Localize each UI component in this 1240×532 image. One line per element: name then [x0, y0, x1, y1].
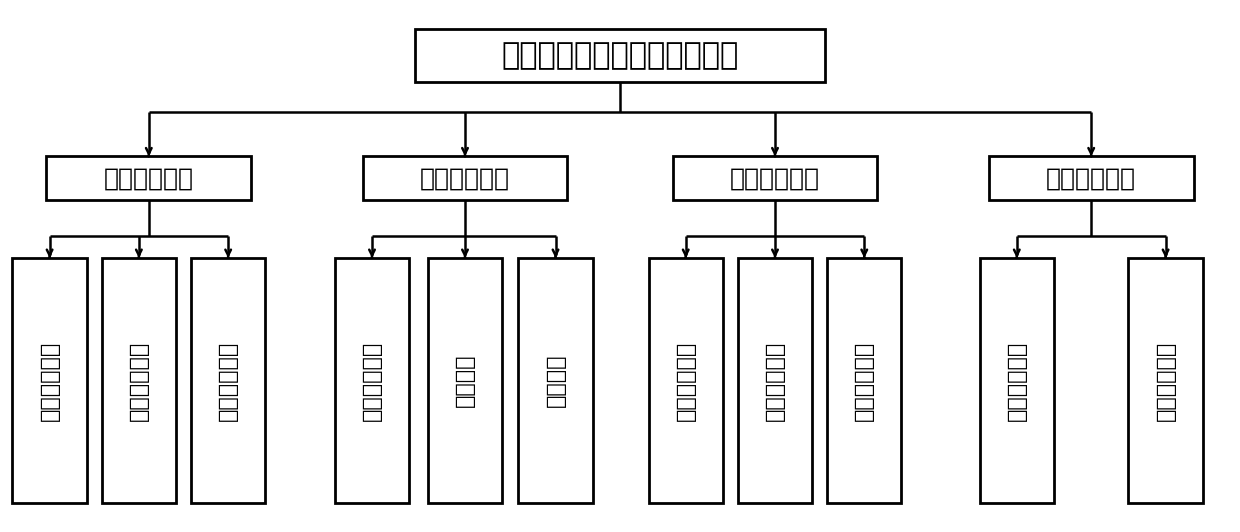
Bar	[1128, 258, 1203, 503]
Text: 用户信息管理: 用户信息管理	[1007, 340, 1027, 420]
Bar	[649, 258, 723, 503]
Text: 执行排产: 执行排产	[546, 354, 565, 407]
Bar	[738, 258, 812, 503]
Text: 含能材料生产线动态排产软件: 含能材料生产线动态排产软件	[501, 41, 739, 70]
Bar	[415, 29, 825, 82]
Bar	[672, 156, 878, 200]
Bar	[46, 156, 252, 200]
Text: 排产仿真模块: 排产仿真模块	[730, 166, 820, 190]
Bar	[428, 258, 502, 503]
Text: 工作日历管理: 工作日历管理	[218, 340, 238, 420]
Text: 生产过程仿真: 生产过程仿真	[765, 340, 785, 420]
Bar	[827, 258, 901, 503]
Text: 设备信息管理: 设备信息管理	[129, 340, 149, 420]
Bar	[518, 258, 593, 503]
Text: 作业排产模块: 作业排产模块	[420, 166, 510, 190]
Text: 瓶颈识别: 瓶颈识别	[455, 354, 475, 407]
Text: 用户权限管理: 用户权限管理	[1156, 340, 1176, 420]
Text: 排产数据导入: 排产数据导入	[676, 340, 696, 420]
Bar	[362, 156, 568, 200]
Text: 数据管理模块: 数据管理模块	[104, 166, 193, 190]
Bar	[12, 258, 87, 503]
Bar	[980, 258, 1054, 503]
Text: 基础数据管理: 基础数据管理	[40, 340, 60, 420]
Bar	[990, 156, 1193, 200]
Bar	[191, 258, 265, 503]
Text: 方案信息展示: 方案信息展示	[854, 340, 874, 420]
Text: 用户管理模块: 用户管理模块	[1047, 166, 1136, 190]
Text: 选取排产任务: 选取排产任务	[362, 340, 382, 420]
Bar	[335, 258, 409, 503]
Bar	[102, 258, 176, 503]
